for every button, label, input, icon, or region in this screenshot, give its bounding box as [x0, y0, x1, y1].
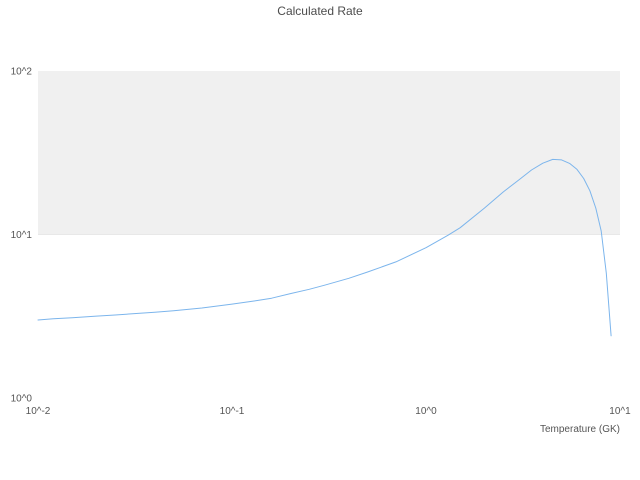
x-tick-label-2: 10^0 — [415, 406, 437, 417]
x-tick-label-3: 10^1 — [609, 406, 631, 417]
x-tick-label-1: 10^-1 — [220, 406, 245, 417]
background-band — [38, 71, 620, 235]
y-tick-label-1: 10^1 — [11, 230, 33, 241]
x-tick-label-0: 10^-2 — [26, 406, 51, 417]
rate-line-series — [37, 158, 612, 337]
x-axis-label: Temperature (GK) — [539, 424, 620, 435]
y-tick-label-0: 10^0 — [11, 394, 33, 405]
y-tick-label-2: 10^2 — [11, 67, 33, 78]
chart-title: Calculated Rate — [277, 4, 363, 18]
